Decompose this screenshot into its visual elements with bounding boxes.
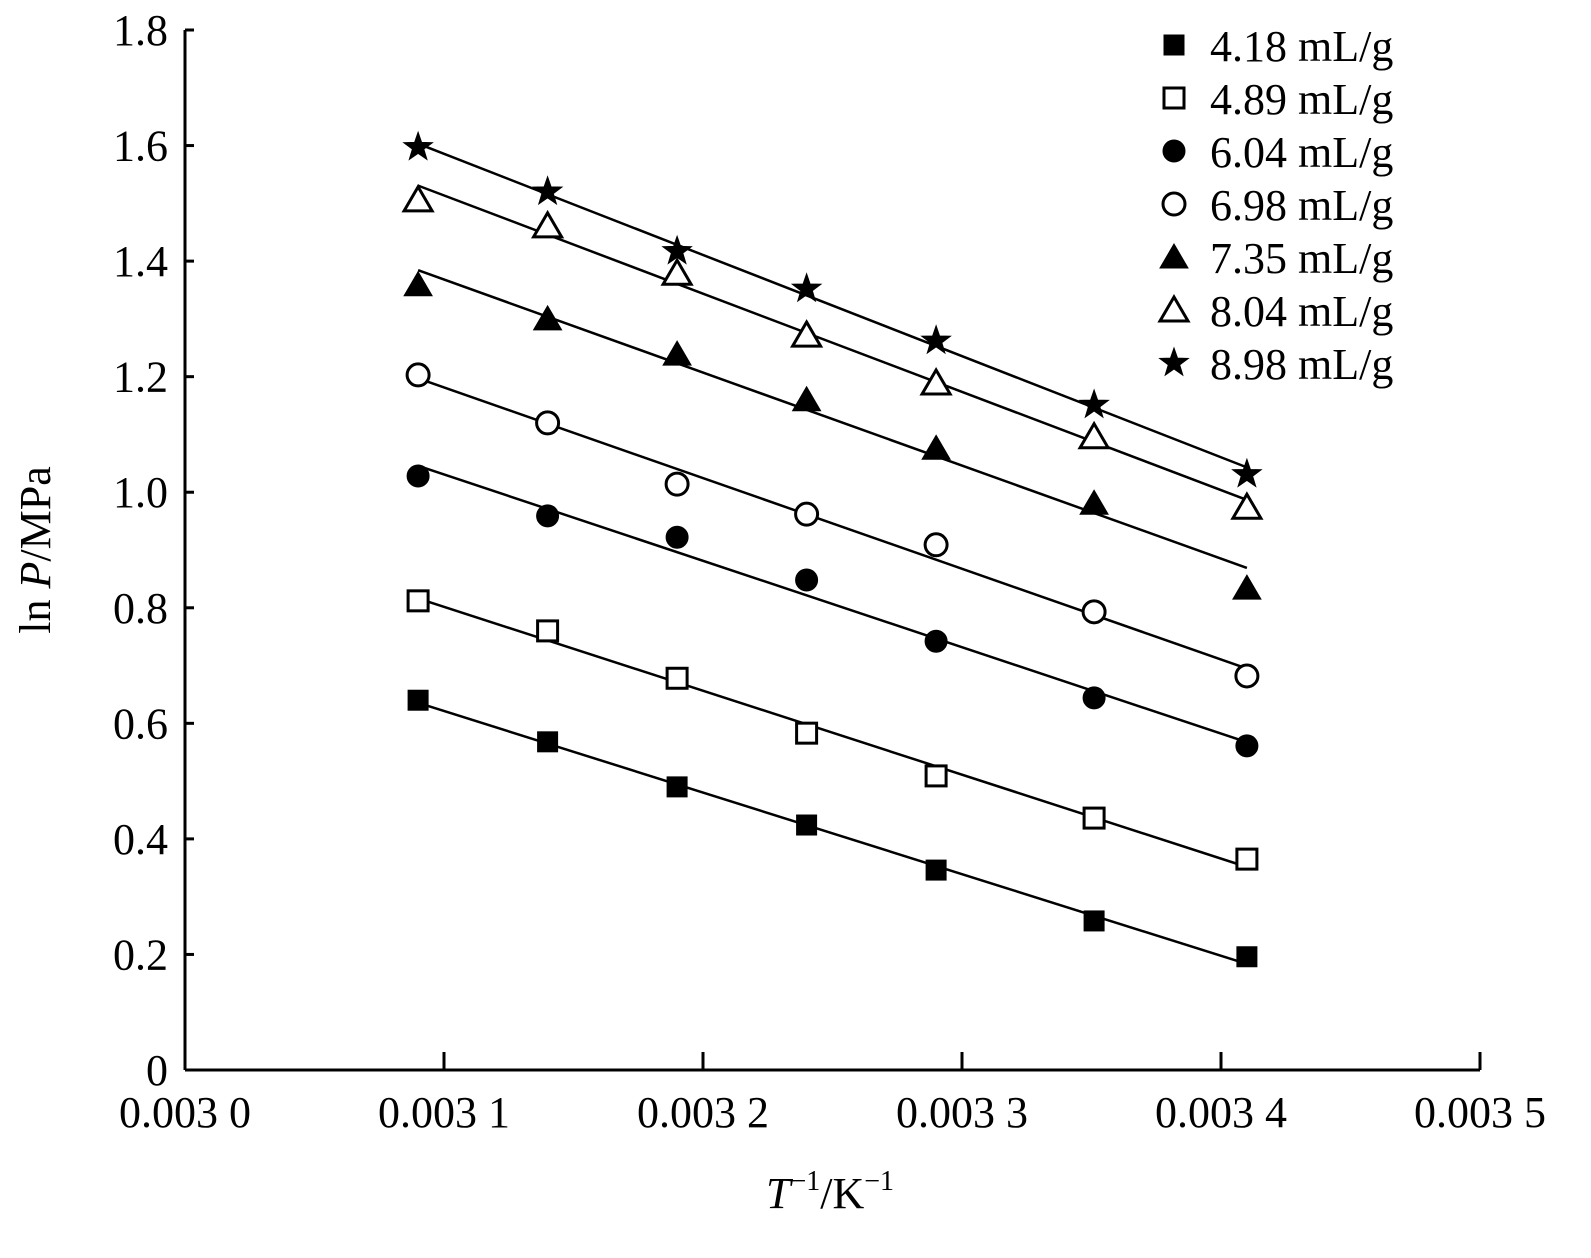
data-point — [921, 434, 951, 460]
data-point — [920, 324, 952, 355]
x-tick-label: 0.003 5 — [1414, 1088, 1546, 1137]
data-point — [662, 340, 692, 366]
y-tick-label: 1.4 — [113, 237, 168, 286]
data-point — [1081, 599, 1107, 625]
y-axis-title: ln P/MPa — [11, 466, 60, 633]
y-tick-label: 1.2 — [113, 353, 168, 402]
data-point — [406, 589, 430, 613]
data-point — [1232, 574, 1262, 600]
data-point — [535, 410, 561, 436]
y-tick-label: 0.4 — [113, 815, 168, 864]
legend-label: 6.04 mL/g — [1210, 128, 1393, 177]
legend-label: 4.89 mL/g — [1210, 75, 1393, 124]
legend-marker — [1161, 191, 1187, 217]
data-point — [530, 209, 565, 239]
data-point — [403, 270, 433, 297]
y-tick-label: 1.6 — [113, 122, 168, 171]
data-point — [531, 175, 564, 206]
legend-label: 8.98 mL/g — [1210, 340, 1393, 389]
x-tick-label: 0.003 1 — [378, 1088, 510, 1137]
legend-label: 7.35 mL/g — [1210, 234, 1393, 283]
data-point — [665, 525, 689, 549]
data-point — [1082, 686, 1106, 710]
data-point — [925, 859, 947, 881]
legend: 4.18 mL/g4.89 mL/g6.04 mL/g6.98 mL/g7.35… — [1157, 22, 1393, 389]
data-point — [660, 257, 694, 286]
data-point — [1236, 946, 1258, 968]
data-point — [794, 501, 820, 527]
legend-label: 6.98 mL/g — [1210, 181, 1393, 230]
data-point — [791, 385, 822, 412]
legend-label: 4.18 mL/g — [1210, 22, 1393, 71]
data-point — [536, 504, 560, 528]
y-tick-label: 0.2 — [113, 930, 168, 979]
data-point — [401, 183, 435, 213]
data-point — [795, 568, 819, 592]
data-point — [406, 464, 430, 488]
legend-marker — [1159, 243, 1189, 269]
data-point — [661, 234, 693, 265]
data-point — [537, 731, 559, 753]
data-point — [1231, 457, 1263, 488]
data-point — [1082, 806, 1106, 830]
data-point — [666, 776, 688, 798]
data-point — [924, 764, 948, 788]
data-point — [1235, 734, 1259, 758]
x-tick-label: 0.003 4 — [1155, 1088, 1287, 1137]
y-tick-label: 1.8 — [113, 6, 168, 55]
data-point — [924, 629, 948, 653]
data-point — [405, 362, 431, 388]
fit-line — [417, 597, 1248, 869]
data-point — [402, 130, 434, 161]
y-tick-label: 0.6 — [113, 699, 168, 748]
data-point — [1235, 847, 1259, 871]
data-point — [789, 319, 824, 348]
data-point — [1083, 910, 1105, 932]
data-point — [919, 367, 953, 396]
data-point — [923, 532, 949, 558]
y-tick-label: 0.8 — [113, 584, 168, 633]
data-point — [532, 304, 563, 331]
data-point — [790, 272, 823, 303]
data-point — [1234, 663, 1260, 689]
x-tick-label: 0.003 3 — [896, 1088, 1028, 1137]
data-point — [1078, 388, 1110, 419]
legend-marker — [1157, 294, 1191, 323]
x-axis-title: T−1/K−1 — [766, 1166, 894, 1218]
legend-marker — [1163, 34, 1185, 56]
data-point — [1230, 491, 1264, 520]
data-point — [1077, 420, 1111, 450]
data-point — [1079, 489, 1109, 515]
x-tick-label: 0.003 0 — [119, 1088, 251, 1137]
y-tick-label: 0 — [146, 1046, 168, 1095]
data-points — [401, 130, 1264, 968]
x-tick-label: 0.003 2 — [637, 1088, 769, 1137]
fit-lines — [417, 142, 1248, 966]
data-point — [664, 471, 690, 497]
legend-marker — [1162, 139, 1186, 163]
y-tick-label: 1.0 — [113, 468, 168, 517]
data-point — [665, 666, 689, 690]
legend-label: 8.04 mL/g — [1210, 287, 1393, 336]
fit-line — [417, 142, 1248, 469]
data-point — [407, 689, 429, 711]
data-point — [796, 814, 818, 836]
axes: 0 0.2 0.4 0.6 0.8 1.0 1.2 1.4 1.6 1.8 0.003 0 0.003… — [113, 6, 1546, 1137]
legend-marker — [1158, 346, 1190, 377]
legend-marker — [1162, 86, 1186, 110]
data-point — [795, 721, 819, 745]
data-point — [536, 619, 560, 643]
